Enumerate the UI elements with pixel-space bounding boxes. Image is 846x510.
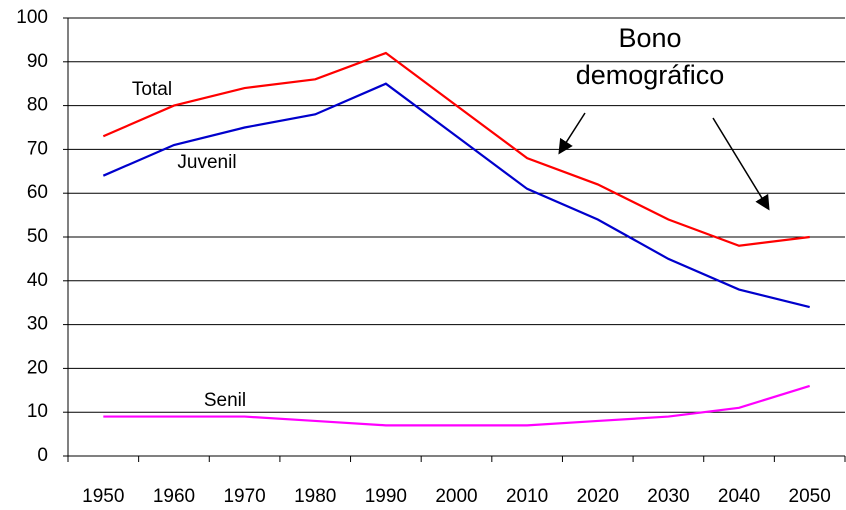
series-line [102,51,810,247]
y-tick-label: 0 [37,445,48,466]
x-tick-label: 2020 [577,486,619,507]
y-tick-label: 80 [27,95,48,116]
x-tick-label: 1990 [365,486,407,507]
series-line [102,82,810,309]
y-tick-label: 50 [27,226,48,247]
series-label: Total [132,79,172,100]
series-label: Juvenil [177,152,236,173]
y-tick-label: 90 [27,51,48,72]
x-tick-label: 1980 [294,486,336,507]
arrow [558,112,586,155]
y-tick-label: 10 [27,401,48,422]
y-tick-label: 40 [27,270,48,291]
x-tick-label: 2050 [789,486,831,507]
y-tick-label: 30 [27,314,48,335]
annotation: Bono [618,23,681,53]
x-tick-label: 2040 [718,486,760,507]
x-tick-label: 2010 [506,486,548,507]
y-tick-label: 60 [27,182,48,203]
x-tick-label: 1970 [223,486,265,507]
y-tick-label: 100 [16,7,48,28]
x-tick-label: 1960 [153,486,195,507]
annotation: demográfico [576,60,725,90]
y-tick-label: 70 [27,138,48,159]
series-label: Senil [204,390,246,411]
x-tick-label: 2000 [435,486,477,507]
y-tick-label: 20 [27,357,48,378]
x-tick-label: 2030 [647,486,689,507]
arrow [712,117,770,211]
series-line [103,384,811,427]
x-tick-label: 1950 [82,486,124,507]
